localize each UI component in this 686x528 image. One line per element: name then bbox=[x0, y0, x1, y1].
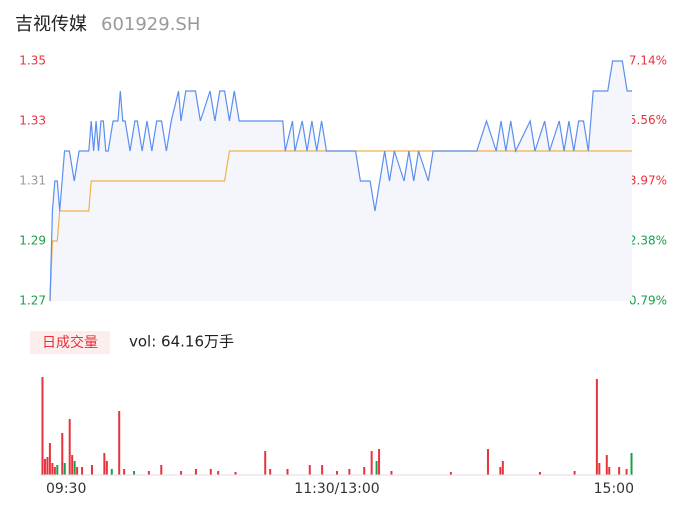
volume-bar bbox=[501, 461, 504, 475]
volume-bar bbox=[499, 467, 502, 475]
volume-bar bbox=[147, 471, 150, 475]
volume-bar bbox=[573, 471, 576, 475]
volume-bar bbox=[209, 469, 212, 475]
volume-bar bbox=[449, 472, 452, 475]
volume-bar bbox=[71, 455, 74, 475]
volume-label: 日成交量 bbox=[42, 334, 98, 351]
volume-bar bbox=[234, 472, 237, 475]
volume-bar bbox=[53, 467, 56, 475]
y2-tick-label: 2.38% bbox=[629, 233, 667, 247]
volume-bar bbox=[625, 469, 628, 475]
volume-bar bbox=[630, 453, 633, 475]
volume-bar bbox=[90, 465, 93, 475]
y-tick-label: 1.33 bbox=[19, 114, 46, 128]
volume-bar bbox=[61, 433, 64, 475]
volume-bar bbox=[63, 463, 66, 475]
volume-bar bbox=[118, 411, 121, 475]
stock-name: 吉视传媒 bbox=[15, 14, 87, 35]
volume-bar bbox=[370, 451, 373, 475]
volume-bar bbox=[608, 467, 611, 475]
volume-bar bbox=[123, 469, 126, 475]
y-tick-label: 1.31 bbox=[19, 174, 46, 188]
volume-bar bbox=[264, 451, 267, 475]
volume-bar bbox=[46, 457, 49, 475]
volume-bar bbox=[308, 465, 311, 475]
volume-bar bbox=[43, 459, 46, 475]
volume-bar bbox=[538, 472, 541, 475]
volume-bar bbox=[51, 463, 54, 475]
y-tick-label: 1.29 bbox=[19, 234, 46, 248]
y2-tick-label: 3.97% bbox=[629, 173, 667, 187]
volume-bar bbox=[348, 469, 351, 475]
volume-bar bbox=[73, 461, 76, 475]
volume-bar bbox=[286, 469, 289, 475]
volume-bar bbox=[378, 449, 381, 475]
volume-bar bbox=[194, 469, 197, 475]
stock-code: 601929.SH bbox=[101, 14, 200, 35]
price-line bbox=[49, 60, 632, 302]
volume-bar bbox=[618, 467, 621, 475]
volume-bar bbox=[336, 471, 338, 475]
volume-bar bbox=[105, 461, 108, 475]
y2-tick-label: 7.14% bbox=[629, 54, 667, 68]
volume-bar bbox=[56, 465, 59, 475]
volume-bar bbox=[68, 419, 71, 475]
y2-tick-label: 5.56% bbox=[629, 113, 667, 127]
volume-bar bbox=[48, 443, 51, 475]
volume-bar bbox=[103, 453, 106, 475]
volume-bar bbox=[605, 455, 608, 475]
x-tick-label: 15:00 bbox=[594, 481, 634, 497]
volume-bar bbox=[269, 469, 272, 475]
average-line bbox=[49, 150, 632, 302]
volume-bar bbox=[486, 449, 489, 475]
y-tick-label: 1.27 bbox=[19, 294, 46, 308]
volume-bar bbox=[217, 471, 220, 475]
volume-bar bbox=[390, 471, 393, 475]
y2-tick-label: 0.79% bbox=[629, 294, 667, 308]
x-tick-label: 09:30 bbox=[46, 481, 86, 497]
volume-bar bbox=[133, 471, 136, 475]
volume-bar bbox=[363, 467, 366, 475]
volume-bar bbox=[598, 463, 601, 475]
volume-bar bbox=[81, 467, 84, 475]
volume-total: vol: 64.16万手 bbox=[129, 333, 234, 351]
volume-bar bbox=[375, 461, 378, 475]
volume-bar bbox=[180, 471, 183, 475]
volume-bar bbox=[41, 377, 44, 475]
volume-bar bbox=[76, 467, 79, 475]
volume-bar bbox=[160, 465, 163, 475]
legend-box bbox=[30, 331, 110, 354]
y-tick-label: 1.35 bbox=[19, 54, 46, 68]
volume-bar bbox=[595, 379, 598, 475]
volume-bar bbox=[110, 469, 113, 475]
x-tick-label: 11:30/13:00 bbox=[294, 481, 379, 497]
volume-bar bbox=[321, 465, 324, 475]
